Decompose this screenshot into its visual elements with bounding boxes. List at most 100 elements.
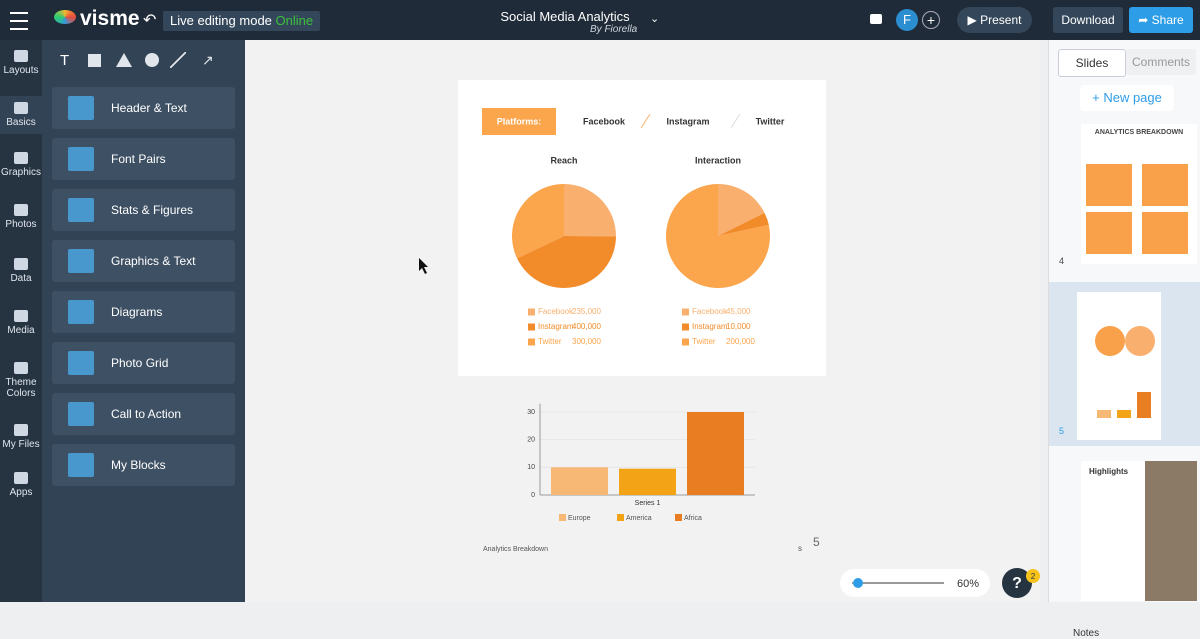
panel-item-label: Call to Action [111,407,182,421]
pie-slice [512,183,564,259]
pie-title: Interaction [695,155,741,165]
value-label: 400,000 [572,322,601,331]
present-label: Present [980,13,1022,27]
panel-item[interactable]: Photo Grid [52,342,235,384]
share-button[interactable]: ➦ Share [1129,7,1193,33]
mode: Live editing mode [170,13,272,28]
arrow-tool[interactable]: ↗ [202,52,214,68]
page-number: 5 [813,535,820,549]
legend-swatch [675,514,682,521]
slides-sidebar: Slides Comments + New page ANALYTICS BRE… [1048,40,1200,639]
new-page-button[interactable]: + New page [1080,85,1174,111]
value-label: 10,000 [726,322,751,331]
rail-item[interactable]: Apps [0,472,42,498]
thumb-number-active: 5 [1059,426,1065,436]
notes-button[interactable]: Notes [1073,628,1100,639]
add-collaborator[interactable]: + [922,11,940,29]
y-tick-label: 20 [527,437,535,444]
rail-item-label: Layouts [3,65,39,76]
cursor [419,258,428,274]
legend-label: Facebook [692,307,728,316]
y-tick-label: 10 [527,464,535,471]
legend-label: Twitter [692,337,716,346]
pie-slice [666,184,770,288]
rail-item-label: Photos [5,219,37,230]
legend-label: Europe [568,515,591,522]
rail-item[interactable]: Media [0,310,42,336]
status: Online [275,13,314,28]
new-page-label: New page [1103,90,1162,105]
panel-item[interactable]: Header & Text [52,87,235,129]
panel-item[interactable]: Font Pairs [52,138,235,180]
panel-item[interactable]: Graphics & Text [52,240,235,282]
comments-tab[interactable]: Comments [1126,49,1196,75]
avatar[interactable]: F [896,9,918,31]
thumbnail-6[interactable]: Highlights [1081,461,1197,601]
bar [619,468,676,495]
thumb-title: ANALYTICS BREAKDOWN [1094,129,1184,136]
page-mark: s [798,544,802,553]
rail-item[interactable]: Basics [0,96,42,134]
panel-item[interactable]: Diagrams [52,291,235,333]
rect-tool[interactable] [88,54,101,67]
title-dropdown[interactable]: ⌄ [650,13,660,25]
legend-swatch [559,514,566,521]
zoom-handle[interactable] [853,578,863,588]
thumb-highlights: Highlights [1089,467,1129,476]
text-tool[interactable]: T [60,52,70,69]
value-label: 235,000 [572,307,601,316]
panel-item[interactable]: My Blocks [52,444,235,486]
thumbnail-4[interactable]: ANALYTICS BREAKDOWN [1081,124,1197,264]
legend-swatch [617,514,624,521]
legend-swatch [528,308,535,316]
menu-button[interactable] [10,12,28,30]
author: By Fiorella [590,24,638,35]
present-button[interactable]: ▶ Present [957,7,1032,33]
triangle-tool[interactable] [116,53,132,67]
tab-label: Platforms: [497,116,542,126]
line-tool[interactable] [170,52,186,68]
rail-item[interactable]: Graphics [0,152,42,178]
value-label: 300,000 [572,337,601,346]
logo-icon [54,10,76,24]
tab: Facebook [583,116,626,126]
rail-item[interactable]: Layouts [0,50,42,76]
circle-tool[interactable] [145,53,159,67]
pie-slice [517,236,616,288]
basics-panel: T ↗ Header & Text Font Pairs Stats & Figur… [42,40,245,602]
rail-item-label: Apps [9,487,33,498]
legend-label: Twitter [538,337,562,346]
bar [551,467,608,495]
rail-item[interactable]: Theme Colors [0,362,42,399]
pie-slice [564,184,616,237]
tab: Twitter [756,116,785,126]
slides-tab[interactable]: Slides [1058,49,1126,77]
panel-item[interactable]: Stats & Figures [52,189,235,231]
download-button[interactable]: Download [1053,7,1123,33]
thumbnail-5-selected[interactable]: 5 [1049,282,1200,446]
pie-slice [718,212,769,236]
value-label: 45,000 [726,307,751,316]
rail-item[interactable]: Data [0,258,42,284]
panel-item-label: Graphics & Text [111,254,196,268]
panel-item-label: Diagrams [111,305,163,319]
legend-swatch [528,338,535,346]
panel-item-label: Stats & Figures [111,203,194,217]
undo-button[interactable]: ↶ [143,12,157,29]
rail-item[interactable]: Photos [0,204,42,230]
help-button[interactable] [1002,568,1032,598]
project-title[interactable]: Social Media Analytics [500,9,630,24]
x-tick-label: Series 1 [635,500,661,507]
rail-item-label: My Files [2,439,40,450]
top-bar: visme ↶ Live editing mode Online Social … [0,0,1200,40]
rail-item-label: Basics [6,117,36,128]
rail-item-label: Media [7,325,35,336]
zoom-value: 60% [957,578,979,590]
panel-item-label: My Blocks [111,458,166,472]
help-icon: ? [1012,575,1022,592]
mode-badge: Live editing mode Online [163,11,321,31]
panel-item[interactable]: Call to Action [52,393,235,435]
rail-item[interactable]: My Files [0,424,42,450]
comments-icon[interactable] [870,14,882,24]
slide-footer: Analytics Breakdown [483,546,548,553]
